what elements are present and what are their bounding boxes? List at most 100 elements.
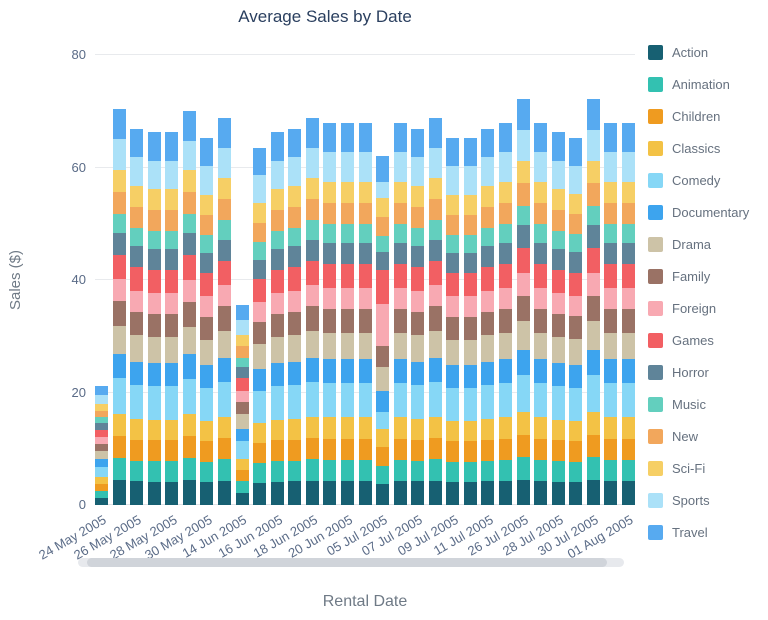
bar-segment-new[interactable]: [534, 202, 548, 225]
bar-segment-sports[interactable]: [499, 152, 513, 182]
bar-segment-comedy[interactable]: [481, 385, 495, 419]
bar-segment-travel[interactable]: [112, 109, 126, 140]
bar-segment-comedy[interactable]: [534, 382, 548, 418]
bar-segment-comedy[interactable]: [516, 375, 530, 413]
bar-segment-drama[interactable]: [393, 332, 407, 360]
bar-segment-children[interactable]: [182, 436, 196, 459]
bar-segment-games[interactable]: [340, 264, 354, 288]
bar-segment-documentary[interactable]: [305, 357, 319, 382]
bar-segment-children[interactable]: [534, 438, 548, 460]
bar-segment-sports[interactable]: [428, 147, 442, 178]
bar-segment-animation[interactable]: [586, 457, 600, 480]
bar-segment-sci-fi[interactable]: [516, 160, 530, 184]
bar-segment-comedy[interactable]: [130, 385, 144, 419]
bar-segment-new[interactable]: [428, 199, 442, 221]
bar-segment-horror[interactable]: [340, 242, 354, 265]
bar-segment-horror[interactable]: [604, 242, 618, 265]
bar-segment-new[interactable]: [340, 202, 354, 225]
bar-segment-family[interactable]: [147, 313, 161, 337]
bar-segment-music[interactable]: [130, 227, 144, 247]
bar-segment-horror[interactable]: [112, 232, 126, 255]
bar-segment-animation[interactable]: [305, 459, 319, 481]
bar-segment-drama[interactable]: [323, 332, 337, 360]
bar-segment-drama[interactable]: [147, 336, 161, 363]
bar-segment-action[interactable]: [305, 480, 319, 505]
bar-segment-horror[interactable]: [411, 246, 425, 268]
bar-segment-comedy[interactable]: [95, 466, 108, 478]
bar-segment-travel[interactable]: [569, 137, 583, 166]
scrollbar-thumb[interactable]: [87, 558, 607, 567]
bar-segment-sports[interactable]: [253, 175, 267, 203]
bar-segment-drama[interactable]: [130, 335, 144, 362]
bar-segment-horror[interactable]: [393, 242, 407, 265]
bar-segment-classics[interactable]: [200, 421, 214, 442]
bar-segment-comedy[interactable]: [393, 382, 407, 418]
bar-segment-foreign[interactable]: [305, 285, 319, 307]
bar-segment-music[interactable]: [622, 224, 635, 243]
bar-segment-drama[interactable]: [253, 344, 267, 369]
bar-segment-family[interactable]: [235, 402, 249, 415]
bar-segment-animation[interactable]: [499, 460, 513, 482]
bar-segment-horror[interactable]: [534, 242, 548, 265]
scrollbar-track[interactable]: [78, 558, 624, 567]
bar-segment-documentary[interactable]: [130, 361, 144, 386]
bar-segment-games[interactable]: [481, 267, 495, 291]
bar-segment-games[interactable]: [165, 269, 179, 293]
legend-item-new[interactable]: New: [648, 429, 749, 444]
bar-segment-drama[interactable]: [516, 321, 530, 350]
bar-segment-family[interactable]: [622, 309, 635, 333]
bar-segment-family[interactable]: [112, 301, 126, 327]
bar-segment-sports[interactable]: [463, 166, 477, 195]
bar-segment-sports[interactable]: [130, 157, 144, 187]
plot-area[interactable]: [95, 54, 635, 505]
bar-segment-children[interactable]: [112, 436, 126, 459]
bar-segment-documentary[interactable]: [270, 362, 284, 386]
bar-segment-games[interactable]: [551, 269, 565, 293]
bar-segment-documentary[interactable]: [288, 361, 302, 386]
bar-segment-animation[interactable]: [463, 461, 477, 482]
bar-27-jul-2005[interactable]: [534, 123, 548, 505]
bar-segment-music[interactable]: [534, 224, 548, 243]
bar-segment-animation[interactable]: [112, 458, 126, 481]
bar-segment-documentary[interactable]: [499, 359, 513, 383]
bar-segment-sports[interactable]: [551, 160, 565, 190]
bar-segment-new[interactable]: [147, 210, 161, 232]
bar-segment-children[interactable]: [95, 484, 108, 491]
bar-segment-family[interactable]: [182, 301, 196, 327]
legend-item-family[interactable]: Family: [648, 269, 749, 284]
bar-segment-classics[interactable]: [376, 428, 390, 448]
bar-segment-action[interactable]: [182, 480, 196, 505]
bar-segment-children[interactable]: [586, 434, 600, 458]
legend-item-children[interactable]: Children: [648, 109, 749, 124]
bar-segment-music[interactable]: [95, 417, 108, 423]
bar-segment-classics[interactable]: [270, 419, 284, 441]
bar-segment-sci-fi[interactable]: [622, 181, 635, 203]
bar-segment-horror[interactable]: [323, 242, 337, 265]
bar-segment-travel[interactable]: [551, 132, 565, 161]
bar-segment-family[interactable]: [411, 311, 425, 336]
bar-segment-foreign[interactable]: [428, 285, 442, 307]
bar-segment-drama[interactable]: [182, 326, 196, 355]
bar-segment-classics[interactable]: [112, 414, 126, 437]
bar-segment-games[interactable]: [376, 270, 390, 305]
bar-19-jun-2005[interactable]: [323, 123, 337, 505]
bar-segment-comedy[interactable]: [428, 381, 442, 417]
bar-segment-family[interactable]: [499, 309, 513, 333]
bar-segment-family[interactable]: [586, 295, 600, 322]
bar-segment-travel[interactable]: [288, 128, 302, 158]
bar-segment-sports[interactable]: [516, 129, 530, 161]
bar-segment-music[interactable]: [376, 235, 390, 252]
bar-segment-new[interactable]: [200, 214, 214, 235]
bar-segment-travel[interactable]: [604, 123, 618, 153]
bar-segment-action[interactable]: [288, 481, 302, 505]
bar-segment-travel[interactable]: [622, 123, 635, 153]
bar-segment-drama[interactable]: [534, 332, 548, 360]
bar-segment-sci-fi[interactable]: [200, 194, 214, 215]
bar-segment-drama[interactable]: [551, 336, 565, 363]
bar-segment-animation[interactable]: [95, 490, 108, 498]
bar-segment-children[interactable]: [217, 438, 231, 460]
bar-segment-drama[interactable]: [481, 335, 495, 362]
bar-segment-animation[interactable]: [323, 460, 337, 482]
bar-segment-documentary[interactable]: [446, 364, 460, 388]
bar-segment-documentary[interactable]: [463, 364, 477, 388]
